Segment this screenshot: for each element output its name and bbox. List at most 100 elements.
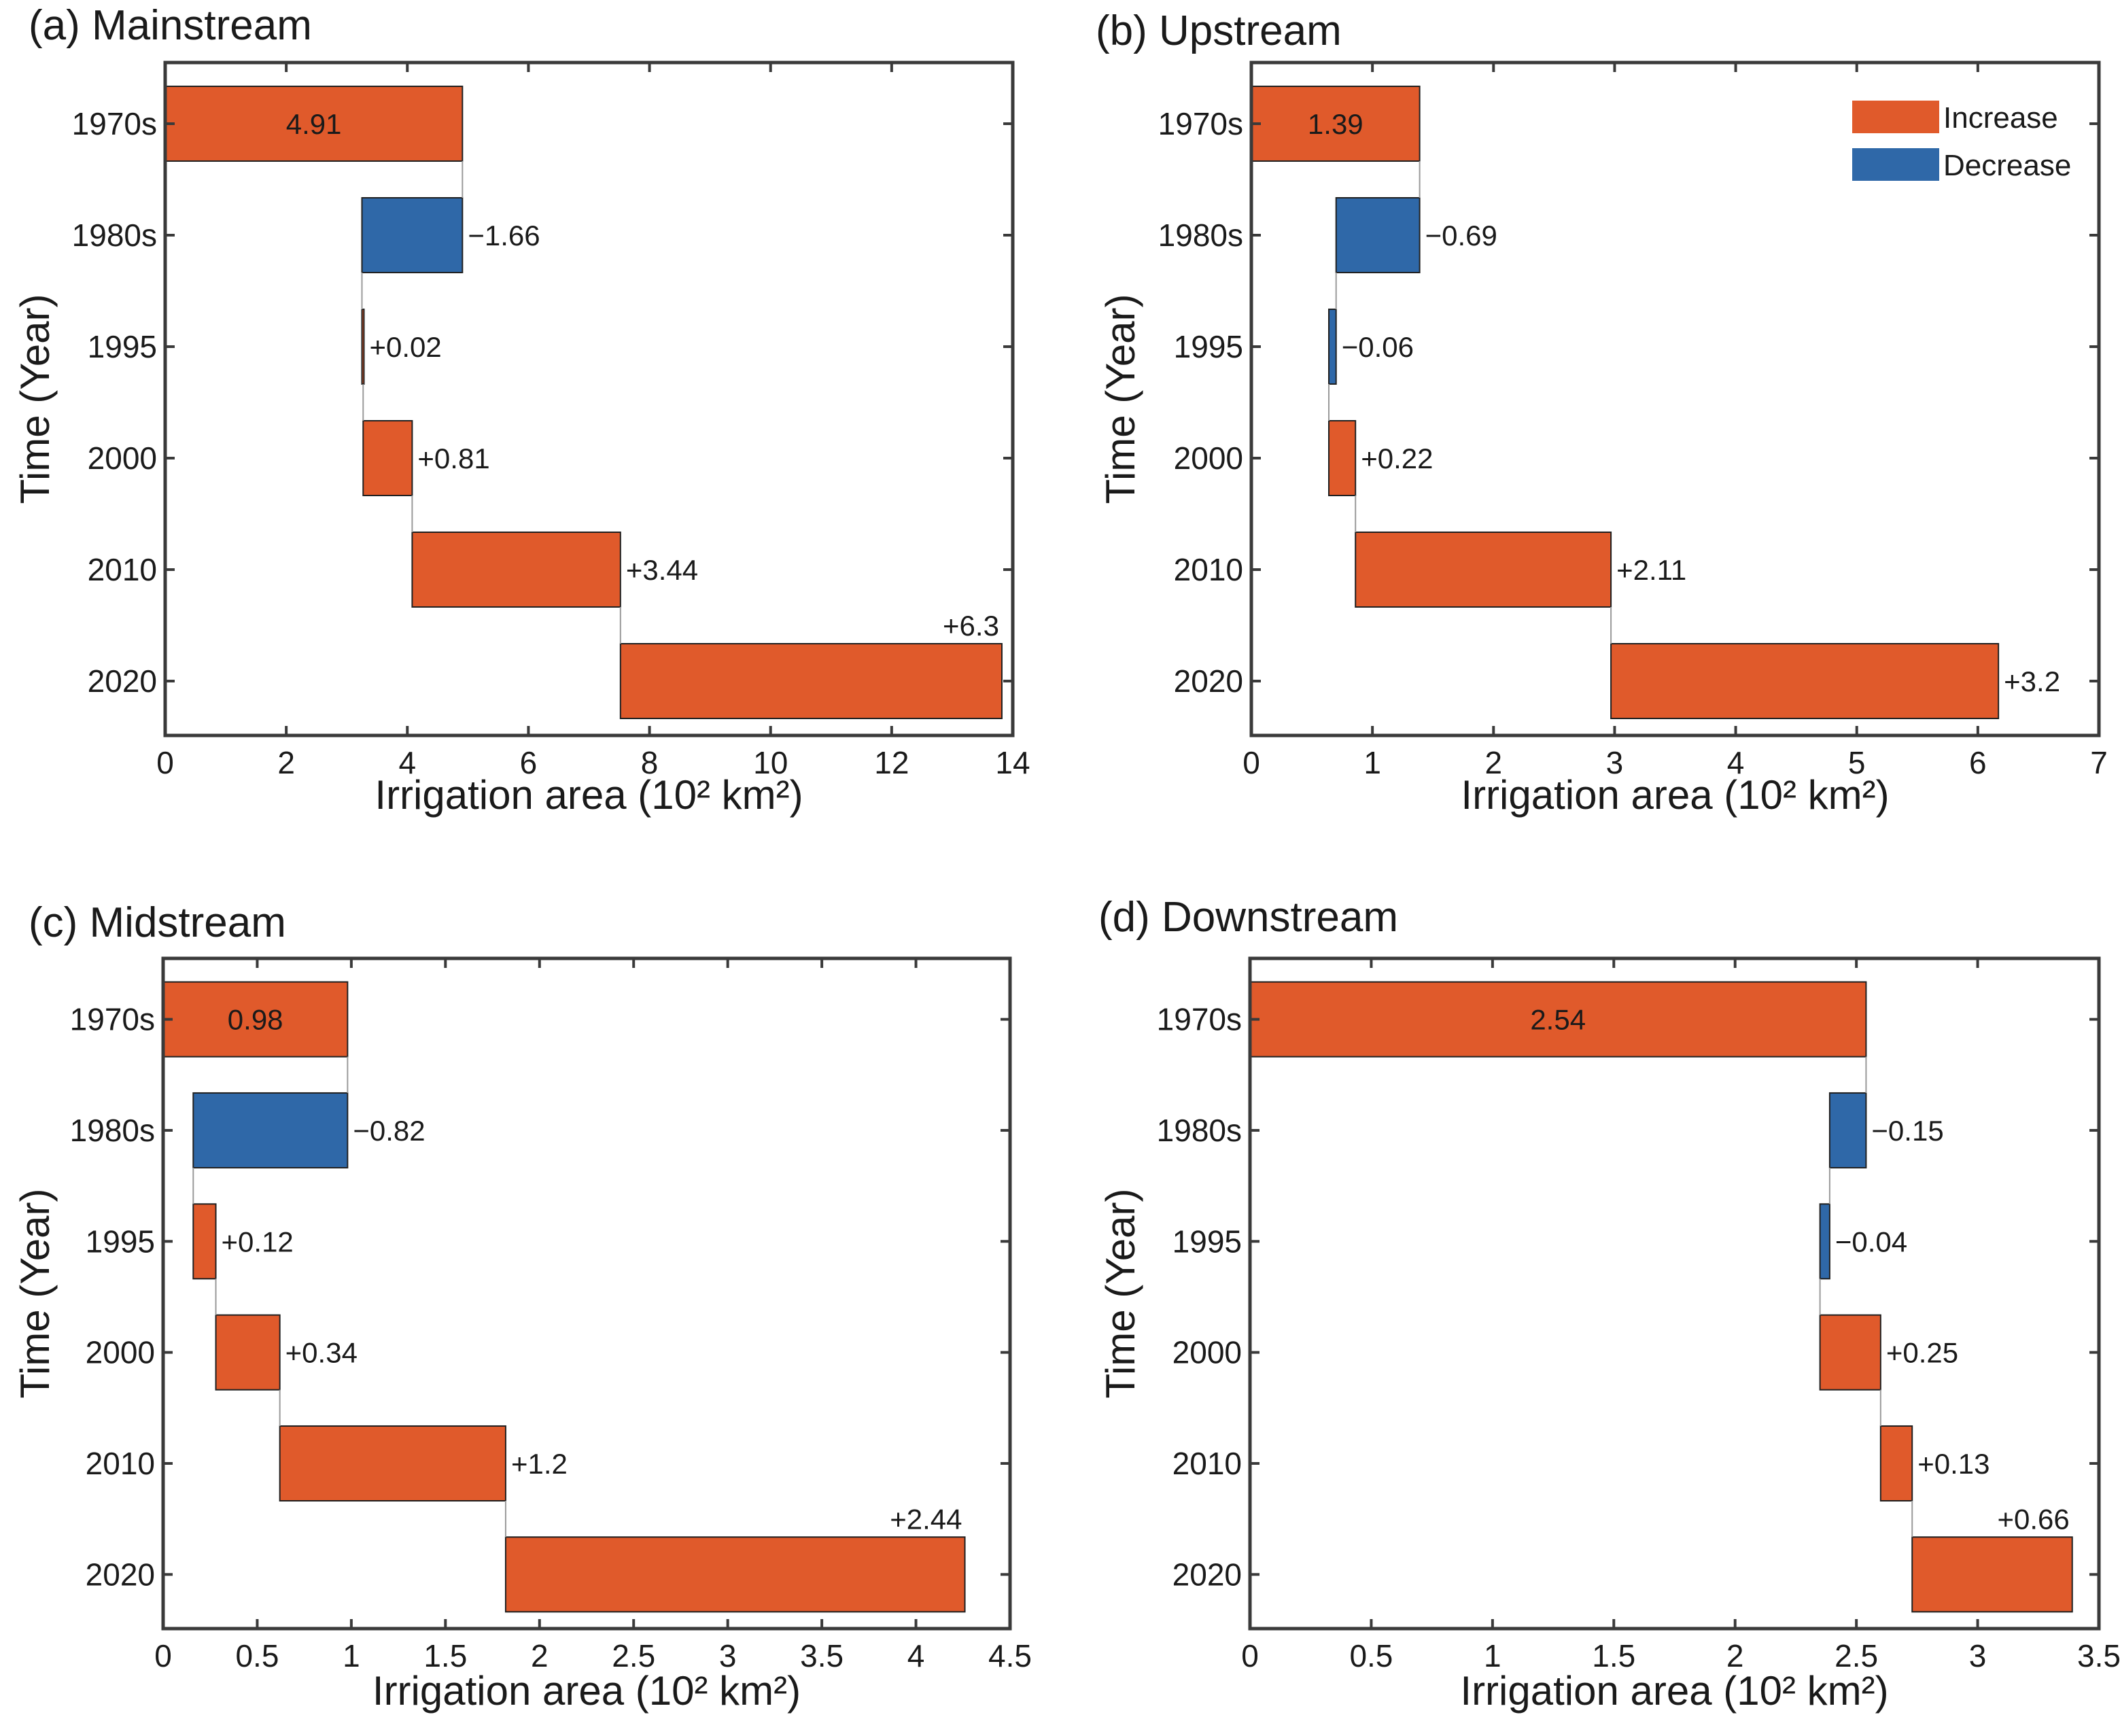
- data-label: +0.81: [417, 442, 489, 474]
- plot-frame: [163, 60, 1015, 737]
- x-tick-label: 0.5: [1349, 1638, 1393, 1673]
- data-label: −0.06: [1342, 331, 1414, 363]
- x-tick-label: 3: [719, 1638, 737, 1673]
- data-label: +0.34: [285, 1337, 358, 1369]
- x-tick-label: 12: [874, 745, 909, 780]
- bar-2000: [362, 420, 413, 496]
- panel-title: (d) Downstream: [1098, 894, 1398, 941]
- data-label: +2.44: [890, 1503, 962, 1535]
- y-tick-label: 1995: [86, 1223, 155, 1259]
- data-label: +3.2: [2004, 665, 2060, 697]
- x-tick-label: 2: [531, 1638, 549, 1673]
- legend-label-decrease: Decrease: [1943, 149, 2071, 182]
- bar-1995: [192, 1203, 217, 1280]
- y-tick-label: 1995: [88, 329, 157, 364]
- bar-1995: [361, 309, 365, 385]
- data-label: 0.98: [228, 1004, 283, 1036]
- data-label: +0.25: [1886, 1337, 1958, 1369]
- x-tick-label: 2: [1726, 1638, 1744, 1673]
- chart-panel-2: (b) Upstream 1.39 1970s −0.69 1980s −0.06 1995…: [1096, 7, 2108, 818]
- y-tick-label: 1970s: [72, 106, 157, 141]
- y-tick-label: 2010: [88, 552, 157, 587]
- legend-swatch-decrease: [1852, 148, 1939, 181]
- y-tick-label: 2010: [1174, 552, 1243, 587]
- bar-1980s: [361, 197, 464, 273]
- x-tick-label: 4.5: [988, 1638, 1032, 1673]
- x-tick-label: 8: [641, 745, 659, 780]
- plot-frame: [161, 956, 1012, 1631]
- x-tick-label: 3.5: [800, 1638, 844, 1673]
- x-tick-label: 2.5: [1835, 1638, 1878, 1673]
- bar-2020: [619, 643, 1003, 719]
- x-tick-label: 4: [907, 1638, 925, 1673]
- y-axis-label: Time (Year): [1098, 294, 1143, 504]
- bar-1980s: [1335, 197, 1421, 273]
- data-label: 2.54: [1530, 1004, 1586, 1036]
- x-tick-label: 2: [1484, 745, 1502, 780]
- data-label: +0.13: [1917, 1448, 1989, 1480]
- bar-1980s: [1828, 1092, 1867, 1168]
- data-label: +0.02: [369, 331, 441, 363]
- y-tick-label: 2000: [86, 1335, 155, 1370]
- bar-1970s: [1249, 981, 1867, 1058]
- y-tick-label: 2020: [88, 663, 157, 699]
- data-label: +0.66: [1997, 1503, 2069, 1535]
- legend: Increase Decrease: [1852, 101, 2071, 182]
- y-tick-label: 2010: [1172, 1446, 1242, 1481]
- x-tick-label: 2.5: [612, 1638, 655, 1673]
- bar-1970s: [1251, 86, 1421, 162]
- data-label: +3.44: [626, 554, 698, 586]
- data-label: +6.3: [943, 610, 999, 642]
- x-tick-label: 0.5: [235, 1638, 279, 1673]
- x-axis-label: Irrigation area (10² km²): [372, 1668, 801, 1714]
- bar-2020: [504, 1536, 966, 1613]
- x-tick-label: 4: [398, 745, 416, 780]
- bar-1970s: [164, 86, 464, 162]
- x-tick-label: 1.5: [423, 1638, 467, 1673]
- data-label: −0.69: [1425, 220, 1497, 251]
- chart-panel-3: (c) Midstream 0.98 1970s −0.82 1980s +0.12 199…: [12, 899, 1032, 1714]
- x-tick-label: 4: [1727, 745, 1745, 780]
- y-axis-label: Time (Year): [12, 1189, 58, 1399]
- data-label: −0.15: [1871, 1115, 1943, 1147]
- y-tick-label: 1970s: [1157, 1002, 1242, 1037]
- y-tick-label: 1980s: [70, 1113, 155, 1148]
- data-label: +0.22: [1361, 442, 1433, 474]
- data-label: 4.91: [286, 108, 342, 140]
- y-tick-label: 1995: [1172, 1223, 1242, 1259]
- x-tick-label: 0: [156, 745, 174, 780]
- bar-2000: [1328, 420, 1357, 496]
- bar-2020: [1610, 643, 2000, 719]
- x-tick-label: 1: [343, 1638, 360, 1673]
- chart-panel-1: (a) Mainstream 4.91 1970s −1.66 1980s +0.02 19…: [12, 2, 1030, 818]
- y-tick-label: 1980s: [72, 218, 157, 253]
- x-tick-label: 10: [753, 745, 788, 780]
- bar-2010: [1355, 532, 1612, 608]
- panel-title: (b) Upstream: [1096, 7, 1342, 54]
- y-tick-label: 1980s: [1158, 218, 1243, 253]
- x-axis-label: Irrigation area (10² km²): [1460, 1668, 1888, 1714]
- data-label: +2.11: [1616, 554, 1686, 586]
- bar-2000: [215, 1314, 281, 1391]
- data-label: −0.04: [1835, 1226, 1907, 1257]
- y-tick-label: 2020: [86, 1557, 155, 1592]
- y-tick-label: 2000: [1174, 440, 1243, 476]
- x-tick-label: 14: [995, 745, 1030, 780]
- x-tick-label: 2: [277, 745, 295, 780]
- y-axis-label: Time (Year): [12, 294, 58, 504]
- x-tick-label: 3: [1606, 745, 1624, 780]
- x-tick-label: 1.5: [1592, 1638, 1635, 1673]
- x-tick-label: 0: [1241, 1638, 1259, 1673]
- y-tick-label: 1970s: [1158, 106, 1243, 141]
- data-label: +1.2: [511, 1448, 568, 1480]
- legend-label-increase: Increase: [1943, 101, 2058, 135]
- y-tick-label: 1995: [1174, 329, 1243, 364]
- bar-2010: [279, 1425, 506, 1501]
- bar-1995: [1328, 309, 1337, 385]
- data-label: 1.39: [1308, 108, 1363, 140]
- data-label: +0.12: [222, 1226, 294, 1257]
- x-axis-label: Irrigation area (10² km²): [1461, 772, 1889, 818]
- panel-title: (a) Mainstream: [29, 2, 312, 49]
- y-tick-label: 1980s: [1157, 1113, 1242, 1148]
- y-tick-label: 2020: [1174, 663, 1243, 699]
